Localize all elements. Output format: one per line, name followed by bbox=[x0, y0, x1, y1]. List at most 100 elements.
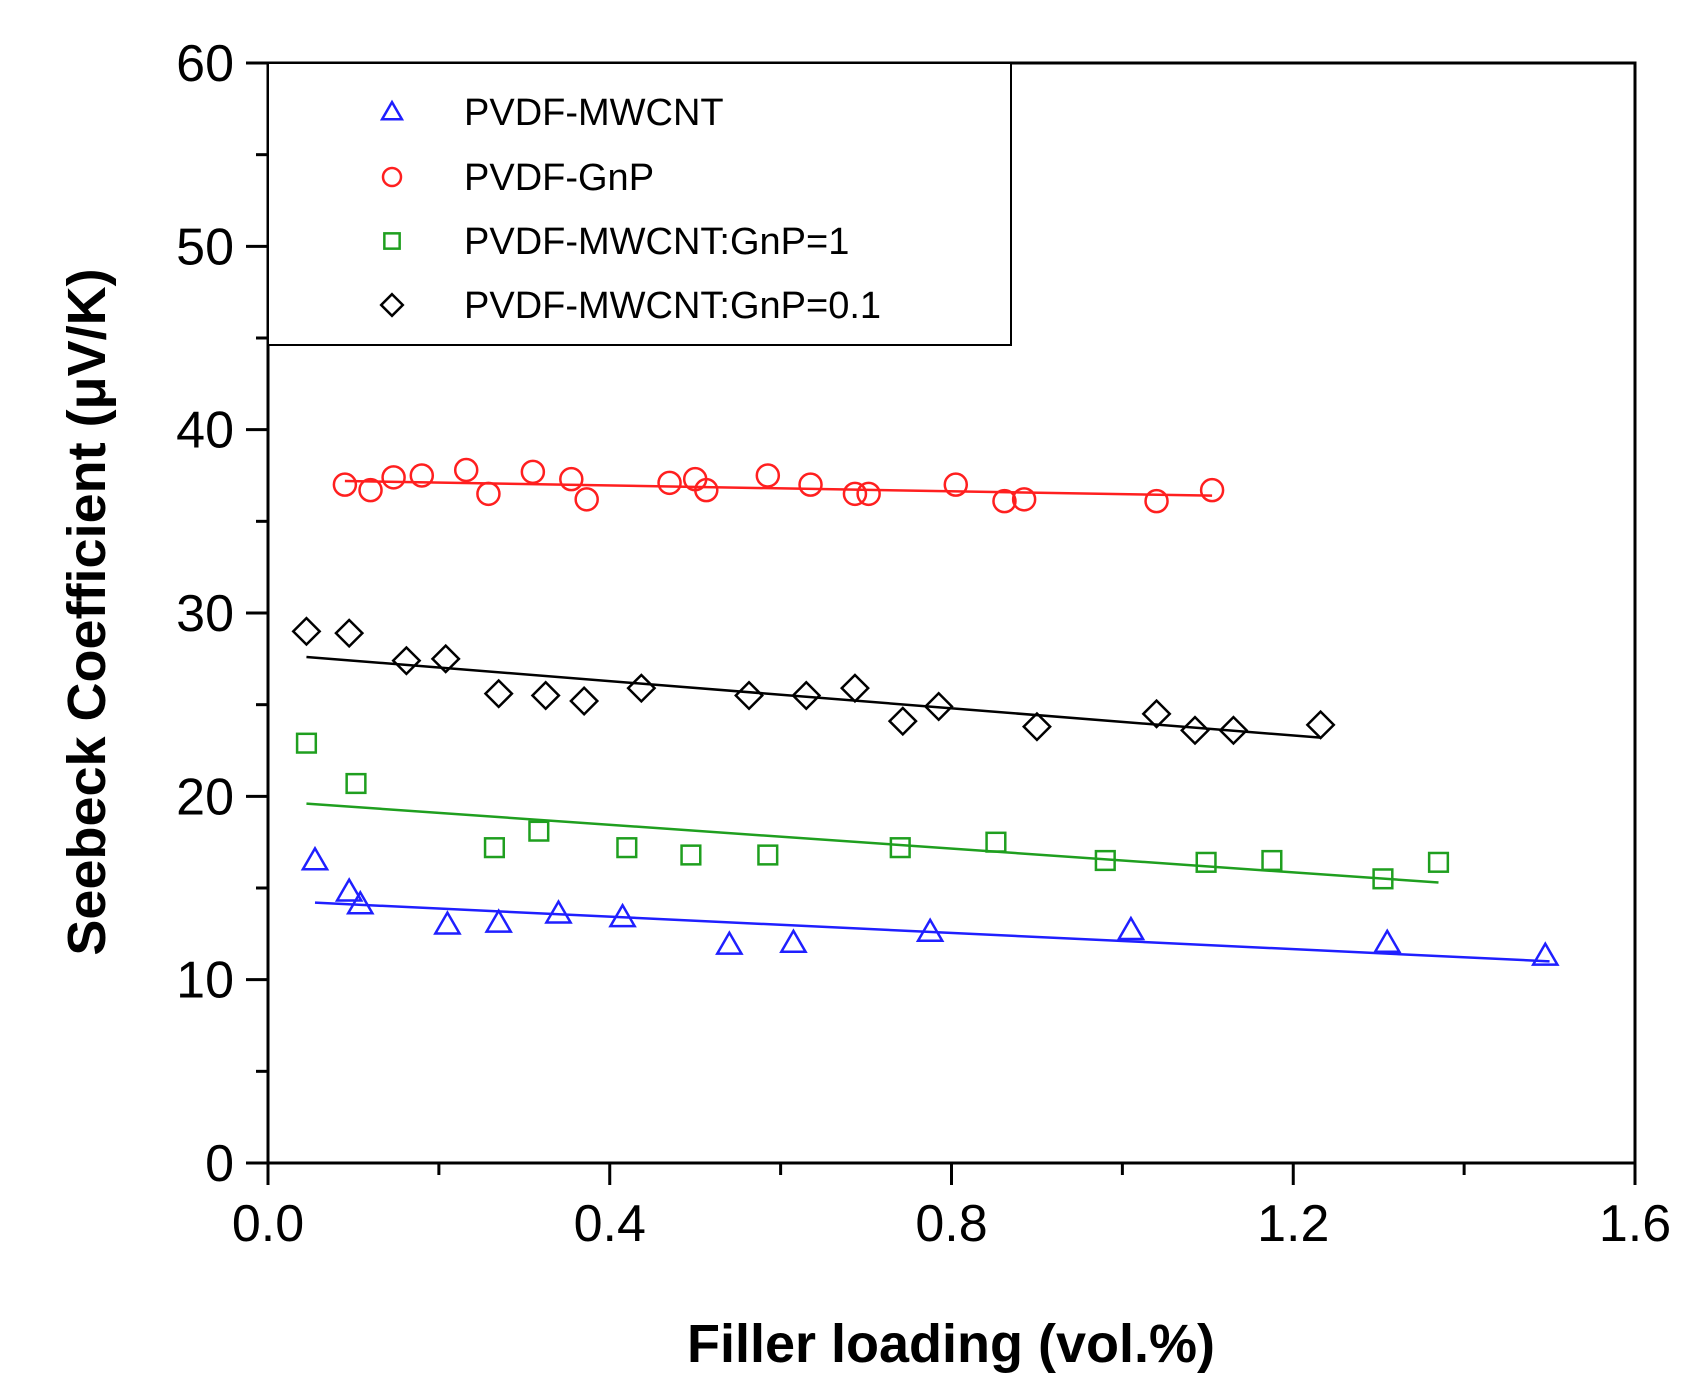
data-point bbox=[889, 837, 911, 859]
data-point bbox=[694, 477, 719, 503]
legend: PVDF-MWCNT PVDF-GnP PVDF-MWCNT:GnP=1 PVD… bbox=[267, 62, 1012, 346]
data-point bbox=[476, 481, 501, 507]
data-point bbox=[1372, 868, 1394, 890]
x-tick-label: 0.8 bbox=[915, 1195, 987, 1253]
y-tick-label: 0 bbox=[205, 1135, 234, 1193]
data-point bbox=[544, 899, 573, 924]
series-0 bbox=[300, 845, 1560, 966]
data-point bbox=[559, 466, 584, 492]
data-point bbox=[483, 678, 514, 709]
fit-line-0 bbox=[314, 901, 1550, 963]
x-tick-label: 1.2 bbox=[1257, 1195, 1329, 1253]
data-point bbox=[332, 472, 358, 497]
data-point bbox=[520, 459, 546, 485]
y-tick-label: 20 bbox=[176, 768, 234, 826]
data-point bbox=[300, 845, 330, 871]
legend-markers bbox=[379, 99, 405, 318]
y-tick-label: 60 bbox=[176, 35, 234, 93]
legend-marker-2 bbox=[383, 232, 401, 250]
data-point bbox=[1531, 941, 1560, 966]
data-point bbox=[734, 680, 764, 711]
data-point bbox=[842, 481, 868, 507]
x-tick-label: 0.0 bbox=[232, 1195, 304, 1253]
y-tick-label: 30 bbox=[176, 585, 234, 643]
fit-line-2 bbox=[306, 802, 1439, 884]
data-point bbox=[626, 673, 657, 704]
data-point bbox=[798, 472, 823, 497]
x-axis-title: Filler loading (vol.%) bbox=[687, 1314, 1215, 1374]
data-point bbox=[1180, 715, 1210, 746]
legend-box bbox=[267, 62, 1012, 346]
data-point bbox=[381, 465, 406, 490]
x-tick-label: 1.6 bbox=[1599, 1195, 1671, 1253]
data-point bbox=[757, 844, 779, 866]
data-point bbox=[430, 643, 461, 674]
data-point bbox=[433, 910, 462, 935]
data-point bbox=[1261, 849, 1283, 872]
data-point bbox=[530, 680, 561, 711]
data-point bbox=[1199, 477, 1225, 503]
data-point bbox=[1218, 715, 1249, 746]
data-point bbox=[616, 837, 638, 859]
data-point bbox=[1021, 711, 1052, 742]
data-point bbox=[569, 686, 600, 716]
data-point bbox=[483, 837, 506, 859]
data-point bbox=[943, 472, 969, 497]
data-point bbox=[887, 706, 918, 737]
fit-line-3 bbox=[306, 655, 1321, 739]
y-tick-label: 50 bbox=[176, 218, 234, 276]
data-point bbox=[574, 487, 599, 512]
data-point bbox=[1427, 851, 1450, 873]
data-point bbox=[358, 477, 383, 503]
legend-label-2: PVDF-MWCNT:GnP=1 bbox=[464, 221, 849, 263]
data-point bbox=[391, 645, 422, 676]
legend-label-0: PVDF-MWCNT bbox=[464, 92, 724, 134]
data-point bbox=[856, 481, 881, 507]
data-point bbox=[608, 902, 637, 928]
legend-label-1: PVDF-GnP bbox=[464, 157, 654, 199]
data-point bbox=[839, 673, 870, 704]
data-point bbox=[334, 877, 364, 902]
data-point bbox=[985, 831, 1007, 853]
data-point bbox=[346, 889, 375, 915]
data-point bbox=[1141, 698, 1172, 729]
data-point bbox=[1011, 487, 1037, 512]
data-point bbox=[409, 463, 435, 488]
data-point bbox=[528, 820, 550, 842]
legend-marker-3 bbox=[379, 292, 405, 318]
x-tick-label: 0.4 bbox=[574, 1195, 646, 1253]
series-1 bbox=[332, 457, 1225, 514]
x-axis: 0.0 0.4 0.8 1.2 1.6 bbox=[232, 1163, 1671, 1253]
data-point bbox=[1372, 928, 1402, 954]
data-point bbox=[992, 488, 1017, 514]
data-point bbox=[680, 844, 702, 866]
legend-label-3: PVDF-MWCNT:GnP=0.1 bbox=[464, 285, 881, 327]
data-point bbox=[915, 917, 945, 943]
data-point bbox=[484, 908, 513, 933]
y-axis: 0 10 20 30 40 50 60 bbox=[176, 35, 268, 1193]
data-point bbox=[1305, 709, 1336, 740]
y-axis-title: Seebeck Coefficient (μV/K) bbox=[57, 268, 117, 955]
data-point bbox=[1144, 488, 1169, 514]
data-point bbox=[779, 928, 808, 954]
legend-marker-1 bbox=[381, 166, 403, 188]
data-point bbox=[1116, 915, 1146, 941]
data-point bbox=[791, 680, 822, 711]
legend-marker-0 bbox=[379, 99, 405, 121]
data-point bbox=[755, 463, 781, 488]
fit-line-1 bbox=[344, 479, 1213, 497]
data-point bbox=[334, 618, 365, 649]
data-point bbox=[715, 930, 744, 955]
data-point bbox=[1094, 849, 1116, 872]
data-point bbox=[295, 732, 318, 754]
series-2 bbox=[295, 732, 1450, 890]
data-point bbox=[1195, 851, 1217, 873]
data-point bbox=[345, 772, 367, 795]
y-tick-label: 40 bbox=[176, 402, 234, 460]
data-point bbox=[923, 691, 954, 722]
data-point bbox=[291, 616, 322, 647]
series-3 bbox=[291, 616, 1336, 746]
data-point bbox=[657, 470, 682, 496]
y-tick-label: 10 bbox=[176, 952, 234, 1010]
